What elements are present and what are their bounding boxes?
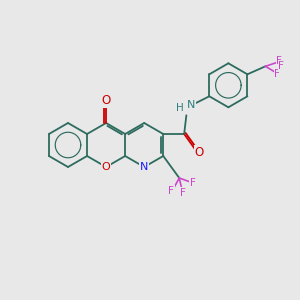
Text: F: F — [277, 56, 282, 66]
Text: O: O — [101, 94, 111, 107]
Text: F: F — [168, 186, 174, 196]
Text: F: F — [180, 188, 186, 198]
Text: N: N — [187, 100, 196, 110]
Text: O: O — [102, 162, 110, 172]
Text: H: H — [176, 103, 184, 113]
Text: N: N — [140, 162, 148, 172]
Text: F: F — [190, 178, 196, 188]
Text: F: F — [274, 69, 280, 79]
Text: F: F — [278, 61, 284, 71]
Text: O: O — [194, 146, 204, 159]
